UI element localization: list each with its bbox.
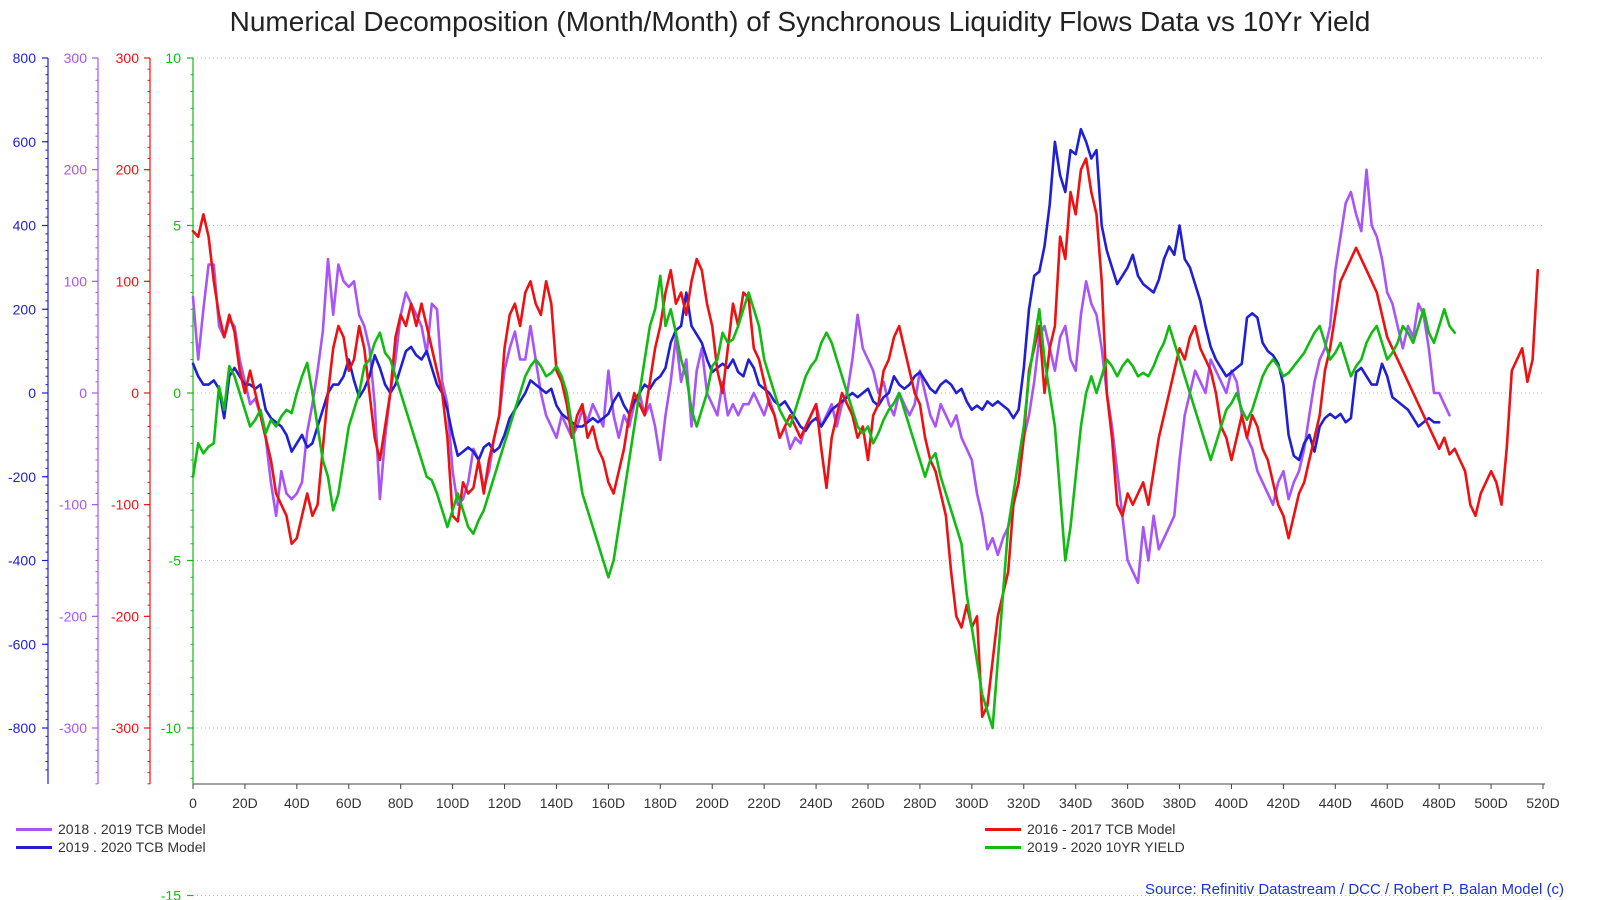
legend-item: 2016 - 2017 TCB Model xyxy=(985,820,1185,838)
x-tick-label: 100D xyxy=(436,795,469,811)
chart-title: Numerical Decomposition (Month/Month) of… xyxy=(229,6,1371,37)
y-tick-label-purple: 0 xyxy=(79,385,87,401)
x-tick-label: 480D xyxy=(1422,795,1455,811)
y-tick-label-green: 5 xyxy=(173,218,181,234)
x-tick-label: 20D xyxy=(232,795,258,811)
x-tick-label: 420D xyxy=(1267,795,1300,811)
y-tick-label-red: -300 xyxy=(111,720,139,736)
y-tick-label-blue: -600 xyxy=(8,636,36,652)
x-tick-label: 260D xyxy=(851,795,884,811)
legend-item: 2019 - 2020 10YR YIELD xyxy=(985,838,1185,856)
series-line-2016-2017-tcb-model xyxy=(191,157,1540,719)
series-lines xyxy=(191,127,1540,730)
legend-item: 2018 . 2019 TCB Model xyxy=(16,820,206,838)
legend-item: 2019 . 2020 TCB Model xyxy=(16,838,206,856)
y-tick-label-purple: 300 xyxy=(64,50,88,66)
x-tick-label: 220D xyxy=(747,795,780,811)
y-tick-label-purple: 200 xyxy=(64,162,88,178)
y-tick-label-blue: -400 xyxy=(8,553,36,569)
y-tick-label-blue: 200 xyxy=(13,301,37,317)
x-tick-label: 180D xyxy=(644,795,677,811)
y-tick-label-blue: 800 xyxy=(13,50,37,66)
grid-lines xyxy=(193,57,1543,896)
x-tick-label: 440D xyxy=(1319,795,1352,811)
legend-swatch xyxy=(16,845,52,849)
x-tick-label: 240D xyxy=(799,795,832,811)
source-note: Source: Refinitiv Datastream / DCC / Rob… xyxy=(1144,881,1564,898)
y-tick-label-green: -15 xyxy=(161,888,181,900)
legend-swatch xyxy=(985,845,1021,849)
y-tick-label-green: 0 xyxy=(173,385,181,401)
x-tick-label: 160D xyxy=(592,795,625,811)
x-tick-label: 200D xyxy=(695,795,728,811)
x-tick-label: 140D xyxy=(540,795,573,811)
x-tick-label: 40D xyxy=(284,795,310,811)
legend-label: 2019 - 2020 10YR YIELD xyxy=(1027,839,1185,855)
x-tick-label: 280D xyxy=(903,795,936,811)
x-tick-label: 120D xyxy=(488,795,521,811)
y-tick-label-blue: -800 xyxy=(8,720,36,736)
x-tick-label: 400D xyxy=(1215,795,1248,811)
y-tick-label-green: -5 xyxy=(169,553,182,569)
x-tick-label: 80D xyxy=(388,795,414,811)
y-tick-label-purple: 100 xyxy=(64,273,88,289)
y-tick-label-red: 200 xyxy=(116,162,140,178)
x-tick-label: 380D xyxy=(1163,795,1196,811)
axes: 0 20D 40D 60D 80D 100D 120D 140D 160D 180D 200D 220… xyxy=(8,50,1560,900)
y-tick-label-red: 300 xyxy=(116,50,140,66)
x-tick-label: 300D xyxy=(955,795,988,811)
legend-label: 2019 . 2020 TCB Model xyxy=(58,839,206,855)
x-tick-label: 0 xyxy=(189,795,197,811)
y-tick-label-green: -10 xyxy=(161,720,181,736)
x-tick-label: 460D xyxy=(1370,795,1403,811)
legend-swatch xyxy=(16,827,52,831)
y-tick-label-green: 10 xyxy=(165,50,181,66)
y-tick-label-blue: 400 xyxy=(13,218,37,234)
y-tick-label-red: 100 xyxy=(116,273,140,289)
legend-label: 2016 - 2017 TCB Model xyxy=(1027,821,1176,837)
series-line-2019-2020-10yr-yield xyxy=(191,274,1456,730)
y-tick-label-purple: -200 xyxy=(59,608,87,624)
series-line-2019-2020-tcb-model xyxy=(191,127,1441,462)
y-tick-label-purple: -300 xyxy=(59,720,87,736)
x-tick-label: 520D xyxy=(1526,795,1559,811)
x-tick-label: 360D xyxy=(1111,795,1144,811)
y-tick-label-purple: -100 xyxy=(59,497,87,513)
y-tick-label-blue: -200 xyxy=(8,469,36,485)
y-tick-label-blue: 0 xyxy=(28,385,36,401)
legend-right: 2016 - 2017 TCB Model 2019 - 2020 10YR Y… xyxy=(985,820,1185,856)
y-tick-label-blue: 600 xyxy=(13,134,37,150)
y-tick-label-red: -100 xyxy=(111,497,139,513)
y-tick-label-red: -200 xyxy=(111,608,139,624)
x-tick-label: 320D xyxy=(1007,795,1040,811)
legend-label: 2018 . 2019 TCB Model xyxy=(58,821,206,837)
x-tick-label: 340D xyxy=(1059,795,1092,811)
legend-left: 2018 . 2019 TCB Model 2019 . 2020 TCB Mo… xyxy=(16,820,206,856)
x-tick-label: 60D xyxy=(336,795,362,811)
x-tick-label: 500D xyxy=(1474,795,1507,811)
legend-swatch xyxy=(985,827,1021,831)
y-tick-label-red: 0 xyxy=(131,385,139,401)
